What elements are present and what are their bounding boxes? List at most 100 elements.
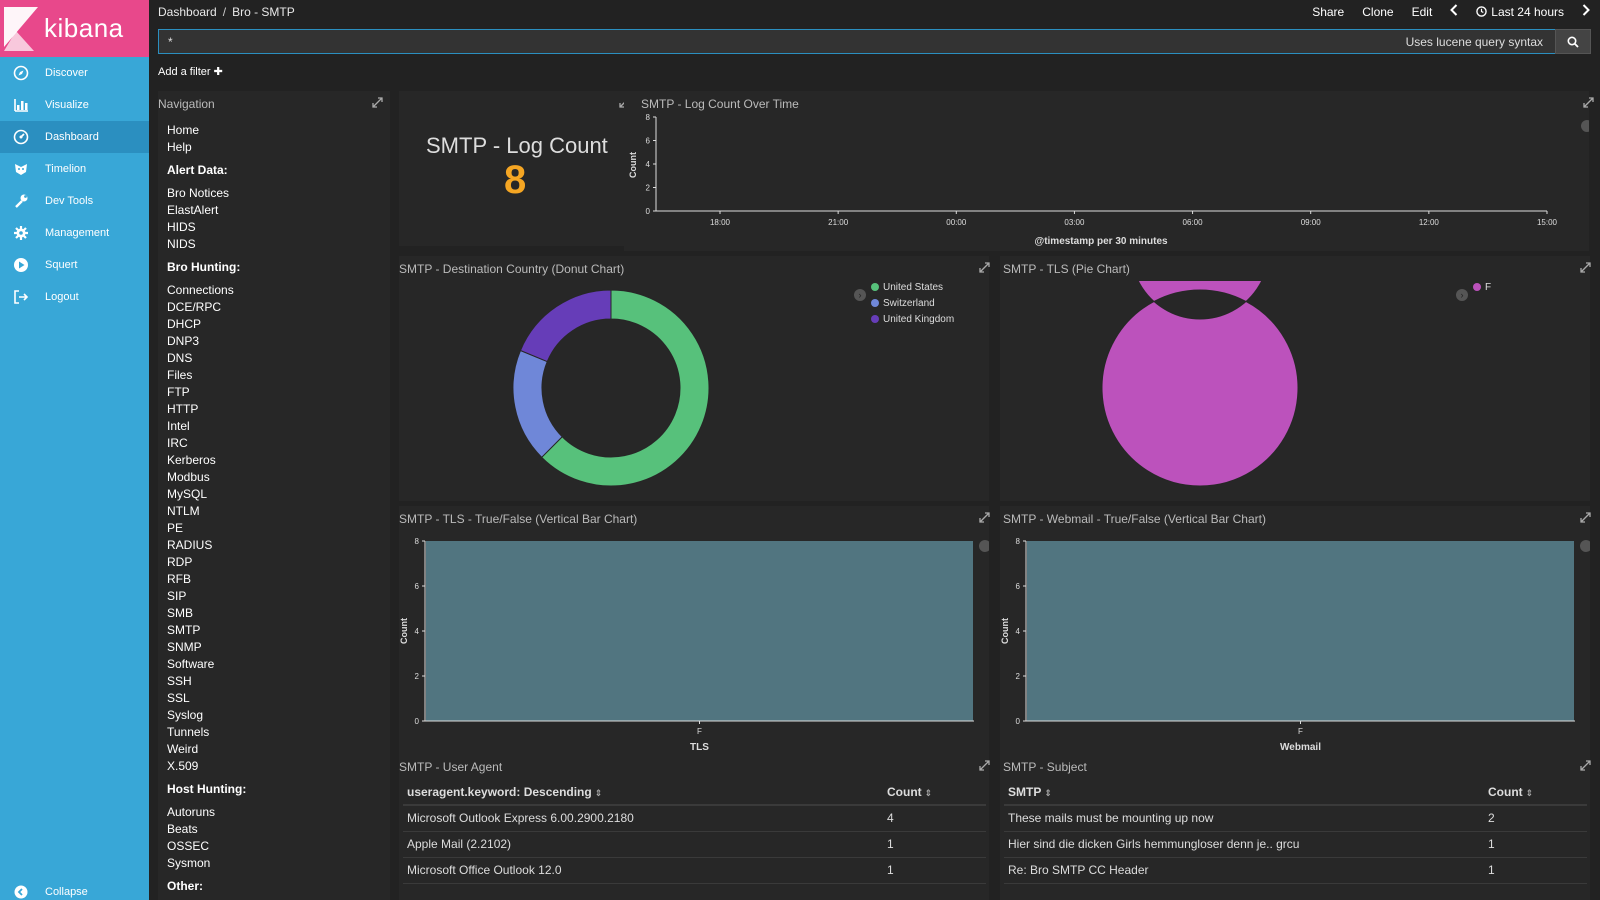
nav-link-files[interactable]: Files	[167, 368, 193, 382]
legend-toggle[interactable]	[1581, 120, 1589, 132]
nav-link-ssl[interactable]: SSL	[167, 691, 190, 705]
sort-icon[interactable]: ⇕	[924, 787, 933, 798]
nav-link-irc[interactable]: IRC	[167, 436, 188, 450]
nav-link-x-509[interactable]: X.509	[167, 759, 199, 773]
nav-link-beats[interactable]: Beats	[167, 822, 198, 836]
panel-title: Navigation	[158, 97, 215, 111]
nav-link-dnp3[interactable]: DNP3	[167, 334, 200, 348]
share-button[interactable]: Share	[1312, 4, 1345, 19]
legend-toggle[interactable]: ›	[854, 289, 866, 301]
expand-icon[interactable]	[979, 262, 990, 273]
nav-link-connections[interactable]: Connections	[167, 283, 234, 297]
sidebar-item-logout[interactable]: Logout	[0, 281, 149, 313]
nav-link-kerberos[interactable]: Kerberos	[167, 453, 216, 467]
legend-toggle[interactable]: ›	[1456, 289, 1468, 301]
table-row[interactable]: Hier sind die dicken Girls hemmungloser …	[1004, 831, 1587, 858]
nav-link-help[interactable]: Help	[167, 140, 192, 154]
slice-f[interactable]	[1101, 281, 1299, 487]
clone-button[interactable]: Clone	[1362, 4, 1394, 19]
nav-link-bro-notices[interactable]: Bro Notices	[167, 186, 230, 200]
edit-button[interactable]: Edit	[1411, 4, 1433, 19]
column-header[interactable]: Count ⇕	[883, 779, 986, 806]
nav-link-ossec[interactable]: OSSEC	[167, 839, 210, 853]
nav-link-rfb[interactable]: RFB	[167, 572, 191, 586]
nav-link-tunnels[interactable]: Tunnels	[167, 725, 210, 739]
slice-united-kingdom[interactable]	[519, 289, 612, 363]
expand-icon[interactable]	[1580, 512, 1591, 523]
legend-item[interactable]: United States	[871, 279, 954, 295]
sidebar-item-management[interactable]: Management	[0, 217, 149, 249]
nav-link-sip[interactable]: SIP	[167, 589, 187, 603]
table-row[interactable]: Apple Mail (2.2102) 1	[403, 831, 986, 858]
kibana-logo[interactable]: kibana	[0, 0, 149, 57]
sidebar-item-visualize[interactable]: Visualize	[0, 89, 149, 121]
x-tick-label: 09:00	[1301, 218, 1322, 227]
nav-link-ntlm[interactable]: NTLM	[167, 504, 200, 518]
sidebar-item-discover[interactable]: Discover	[0, 57, 149, 89]
nav-link-dns[interactable]: DNS	[167, 351, 193, 365]
nav-link-smtp[interactable]: SMTP	[167, 623, 201, 637]
legend-item[interactable]: F	[1473, 279, 1491, 295]
nav-link-smb[interactable]: SMB	[167, 606, 194, 620]
slice-switzerland[interactable]	[512, 349, 563, 459]
expand-icon[interactable]	[372, 97, 383, 108]
expand-icon[interactable]	[1580, 262, 1591, 273]
breadcrumb-dashboard-link[interactable]: Dashboard	[158, 5, 217, 19]
nav-link-snmp[interactable]: SNMP	[167, 640, 202, 654]
nav-link-software[interactable]: Software	[167, 657, 215, 671]
collapse-button[interactable]: Collapse	[0, 882, 88, 900]
column-header[interactable]: useragent.keyword: Descending ⇕	[403, 779, 883, 806]
nav-link-radius[interactable]: RADIUS	[167, 538, 213, 552]
nav-link-syslog[interactable]: Syslog	[167, 708, 204, 722]
nav-link-pe[interactable]: PE	[167, 521, 184, 535]
table-row[interactable]: Microsoft Outlook Express 6.00.2900.2180…	[403, 805, 986, 832]
nav-link-home[interactable]: Home	[167, 123, 200, 137]
column-header[interactable]: Count ⇕	[1484, 779, 1587, 806]
slice-united-states[interactable]	[540, 289, 710, 487]
nav-link-ftp[interactable]: FTP	[167, 385, 190, 399]
nav-link-weird[interactable]: Weird	[167, 742, 199, 756]
nav-link-rdp[interactable]: RDP	[167, 555, 193, 569]
time-forward-button[interactable]	[1582, 4, 1590, 19]
expand-icon[interactable]	[979, 512, 990, 523]
column-header[interactable]: SMTP ⇕	[1004, 779, 1484, 806]
table-row[interactable]: These mails must be mounting up now 2	[1004, 805, 1587, 832]
sort-icon[interactable]: ⇕	[1525, 787, 1534, 798]
add-filter-button[interactable]: Add a filter ✚	[158, 65, 223, 78]
nav-link-dhcp[interactable]: DHCP	[167, 317, 202, 331]
sort-icon[interactable]: ⇕	[1044, 787, 1052, 798]
sidebar-item-timelion[interactable]: Timelion	[0, 153, 149, 185]
sidebar-item-dashboard[interactable]: Dashboard	[0, 121, 149, 153]
bar-f[interactable]	[426, 541, 973, 721]
table-row[interactable]: Re: Bro SMTP CC Header 1	[1004, 857, 1587, 884]
nav-link-nids[interactable]: NIDS	[167, 237, 196, 251]
search-input[interactable]	[158, 29, 1555, 54]
table-row[interactable]: Microsoft Office Outlook 12.0 1	[403, 857, 986, 884]
sort-icon[interactable]: ⇕	[594, 787, 603, 798]
nav-link-autoruns[interactable]: Autoruns	[167, 805, 216, 819]
search-button[interactable]	[1555, 29, 1591, 54]
nav-link-sysmon[interactable]: Sysmon	[167, 856, 211, 870]
nav-link-modbus[interactable]: Modbus	[167, 470, 210, 484]
nav-link-http[interactable]: HTTP	[167, 402, 199, 416]
query-syntax-hint[interactable]: Uses lucene query syntax	[1405, 35, 1543, 49]
legend-toggle[interactable]	[979, 540, 989, 552]
legend-item[interactable]: United Kingdom	[871, 311, 954, 327]
legend-toggle[interactable]	[1580, 540, 1590, 552]
expand-icon[interactable]	[1580, 760, 1591, 771]
expand-icon[interactable]	[979, 760, 990, 771]
donut-chart	[512, 289, 710, 487]
nav-link-elastalert[interactable]: ElastAlert	[167, 203, 219, 217]
nav-link-ssh[interactable]: SSH	[167, 674, 192, 688]
expand-icon[interactable]	[1583, 97, 1594, 108]
nav-link-hids[interactable]: HIDS	[167, 220, 196, 234]
nav-link-dce-rpc[interactable]: DCE/RPC	[167, 300, 222, 314]
sidebar-item-squert[interactable]: Squert	[0, 249, 149, 281]
sidebar-item-dev-tools[interactable]: Dev Tools	[0, 185, 149, 217]
bar-f[interactable]	[1027, 541, 1574, 721]
time-back-button[interactable]	[1450, 4, 1458, 19]
legend-item[interactable]: Switzerland	[871, 295, 954, 311]
nav-link-mysql[interactable]: MySQL	[167, 487, 208, 501]
time-picker[interactable]: Last 24 hours	[1476, 5, 1564, 19]
nav-link-intel[interactable]: Intel	[167, 419, 190, 433]
